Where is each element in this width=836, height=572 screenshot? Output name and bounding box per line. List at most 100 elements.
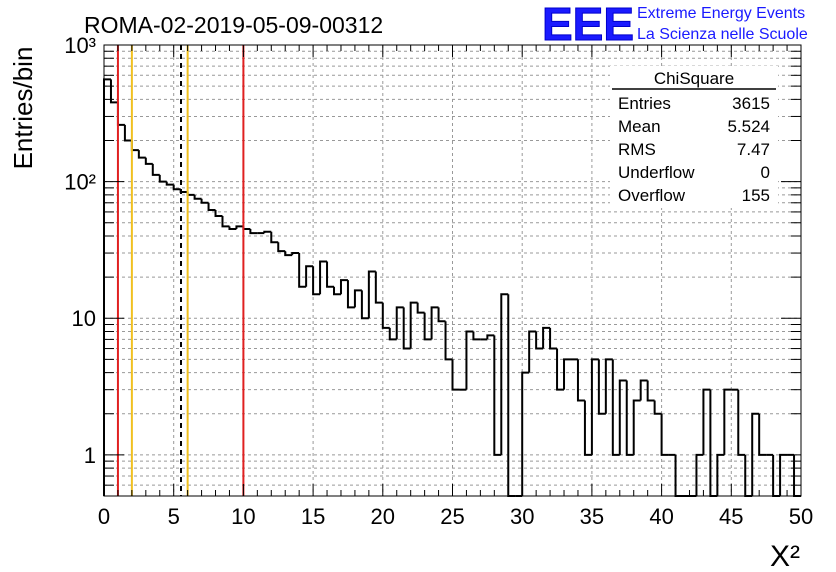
y-axis-label: Entries/bin (8, 47, 38, 170)
histogram-bin (556, 348, 565, 391)
y-tick-label: 1 (84, 443, 96, 468)
stats-value: 0 (761, 163, 770, 182)
histogram-bin (381, 302, 390, 329)
histogram-bin (116, 102, 125, 126)
histogram-bin (326, 261, 335, 288)
x-tick-labels: 0 5 10 15 20 25 30 35 40 45 50 (98, 504, 813, 529)
histogram-bin (339, 279, 348, 295)
histogram-bin (360, 290, 369, 320)
histogram-bin (123, 124, 132, 142)
logo-line2: La Scienza nelle Scuole (637, 26, 808, 43)
x-tick-label: 45 (719, 504, 743, 529)
x-tick-label: 0 (98, 504, 110, 529)
histogram-bin (172, 184, 181, 191)
x-tick-label: 20 (371, 504, 395, 529)
histogram-bin (416, 302, 425, 314)
histogram-bin (298, 253, 307, 288)
x-tick-label: 5 (168, 504, 180, 529)
histogram-bin (472, 331, 481, 341)
histogram-bin (277, 242, 286, 253)
histogram-bin (291, 252, 300, 256)
histogram-bin (165, 181, 174, 186)
stats-value: 3615 (732, 94, 770, 113)
x-tick-label: 25 (440, 504, 464, 529)
histogram-bin (319, 260, 328, 295)
histogram-bin (521, 371, 530, 496)
histogram-bin (486, 334, 495, 340)
stats-label: Mean (618, 117, 661, 136)
histogram-bin (444, 321, 453, 361)
histogram-bin (395, 306, 404, 340)
histogram-bin (158, 174, 167, 183)
axis-ticks (103, 44, 802, 497)
histogram-bin (207, 202, 216, 211)
histogram-bin (758, 413, 767, 456)
histogram-bin (214, 209, 223, 218)
histogram-bin (695, 453, 704, 496)
chart-title: ROMA-02-2019-05-09-00312 (84, 12, 383, 38)
histogram-bin (367, 270, 376, 319)
y-tick-label: 10 (72, 306, 96, 331)
stats-label: RMS (618, 140, 656, 159)
reference-lines (116, 45, 245, 496)
stats-title: ChiSquare (654, 69, 734, 88)
histogram-bin (535, 331, 544, 350)
eee-logo: EEE Extreme Energy Events La Scienza nel… (542, 0, 808, 51)
histogram-bin (109, 79, 118, 104)
stats-rows: Entries 3615 Mean 5.524 RMS 7.47 Underflow 0 Ove… (618, 94, 770, 205)
histogram-bin (249, 229, 258, 235)
histogram-bin (597, 359, 606, 415)
x-tick-label: 30 (510, 504, 534, 529)
logo-mark: EEE (542, 0, 634, 50)
x-tick-label: 10 (231, 504, 255, 529)
histogram-bin (542, 326, 551, 349)
histogram-bin (604, 358, 613, 414)
histogram-bin (353, 289, 362, 308)
histogram-bin (423, 312, 432, 341)
histogram-bin (646, 380, 655, 402)
histogram-bin (242, 226, 251, 231)
histogram-bin (625, 380, 634, 456)
histogram-bin (751, 412, 760, 496)
histogram-bin (618, 379, 627, 455)
histogram-bin (333, 286, 341, 296)
stats-value: 7.47 (737, 140, 770, 159)
y-tick-label: 10² (64, 170, 96, 195)
histogram-bin (639, 379, 648, 401)
histogram-bin (228, 226, 237, 231)
stats-label: Entries (618, 94, 671, 113)
histogram-bin (221, 216, 230, 228)
histogram-bin (576, 359, 585, 402)
histogram-bin (737, 389, 746, 456)
logo-line1: Extreme Energy Events (637, 5, 805, 22)
histogram-bin (346, 280, 355, 309)
stats-label: Underflow (618, 163, 695, 182)
histogram-bin (500, 293, 509, 455)
histogram-bin (611, 359, 620, 456)
histogram-bin (528, 330, 537, 373)
histogram-bin (583, 400, 592, 456)
histogram-bin (709, 389, 718, 497)
y-tick-labels: 1 10 10² 10³ (64, 33, 96, 468)
histogram-bin (374, 271, 383, 304)
histogram-bin (437, 307, 446, 323)
histogram-bin (723, 388, 732, 455)
histogram-bin (270, 231, 279, 244)
histogram-bin (716, 453, 725, 496)
x-tick-label: 35 (580, 504, 604, 529)
histogram-bin (235, 225, 244, 230)
x-tick-label: 50 (789, 504, 813, 529)
histogram-bin (137, 150, 146, 159)
histogram-bin (563, 358, 571, 390)
stats-box: ChiSquare Entries 3615 Mean 5.524 RMS 7.47 Und… (610, 66, 778, 208)
histogram-bin (388, 327, 397, 341)
histogram-bin (590, 358, 599, 455)
histogram-bin (702, 388, 711, 455)
histogram-bin (193, 194, 202, 200)
stats-value: 155 (742, 186, 770, 205)
histogram-bin (284, 251, 293, 257)
x-tick-label: 40 (649, 504, 673, 529)
histogram-bin (151, 163, 160, 176)
histogram-bin (186, 191, 195, 196)
